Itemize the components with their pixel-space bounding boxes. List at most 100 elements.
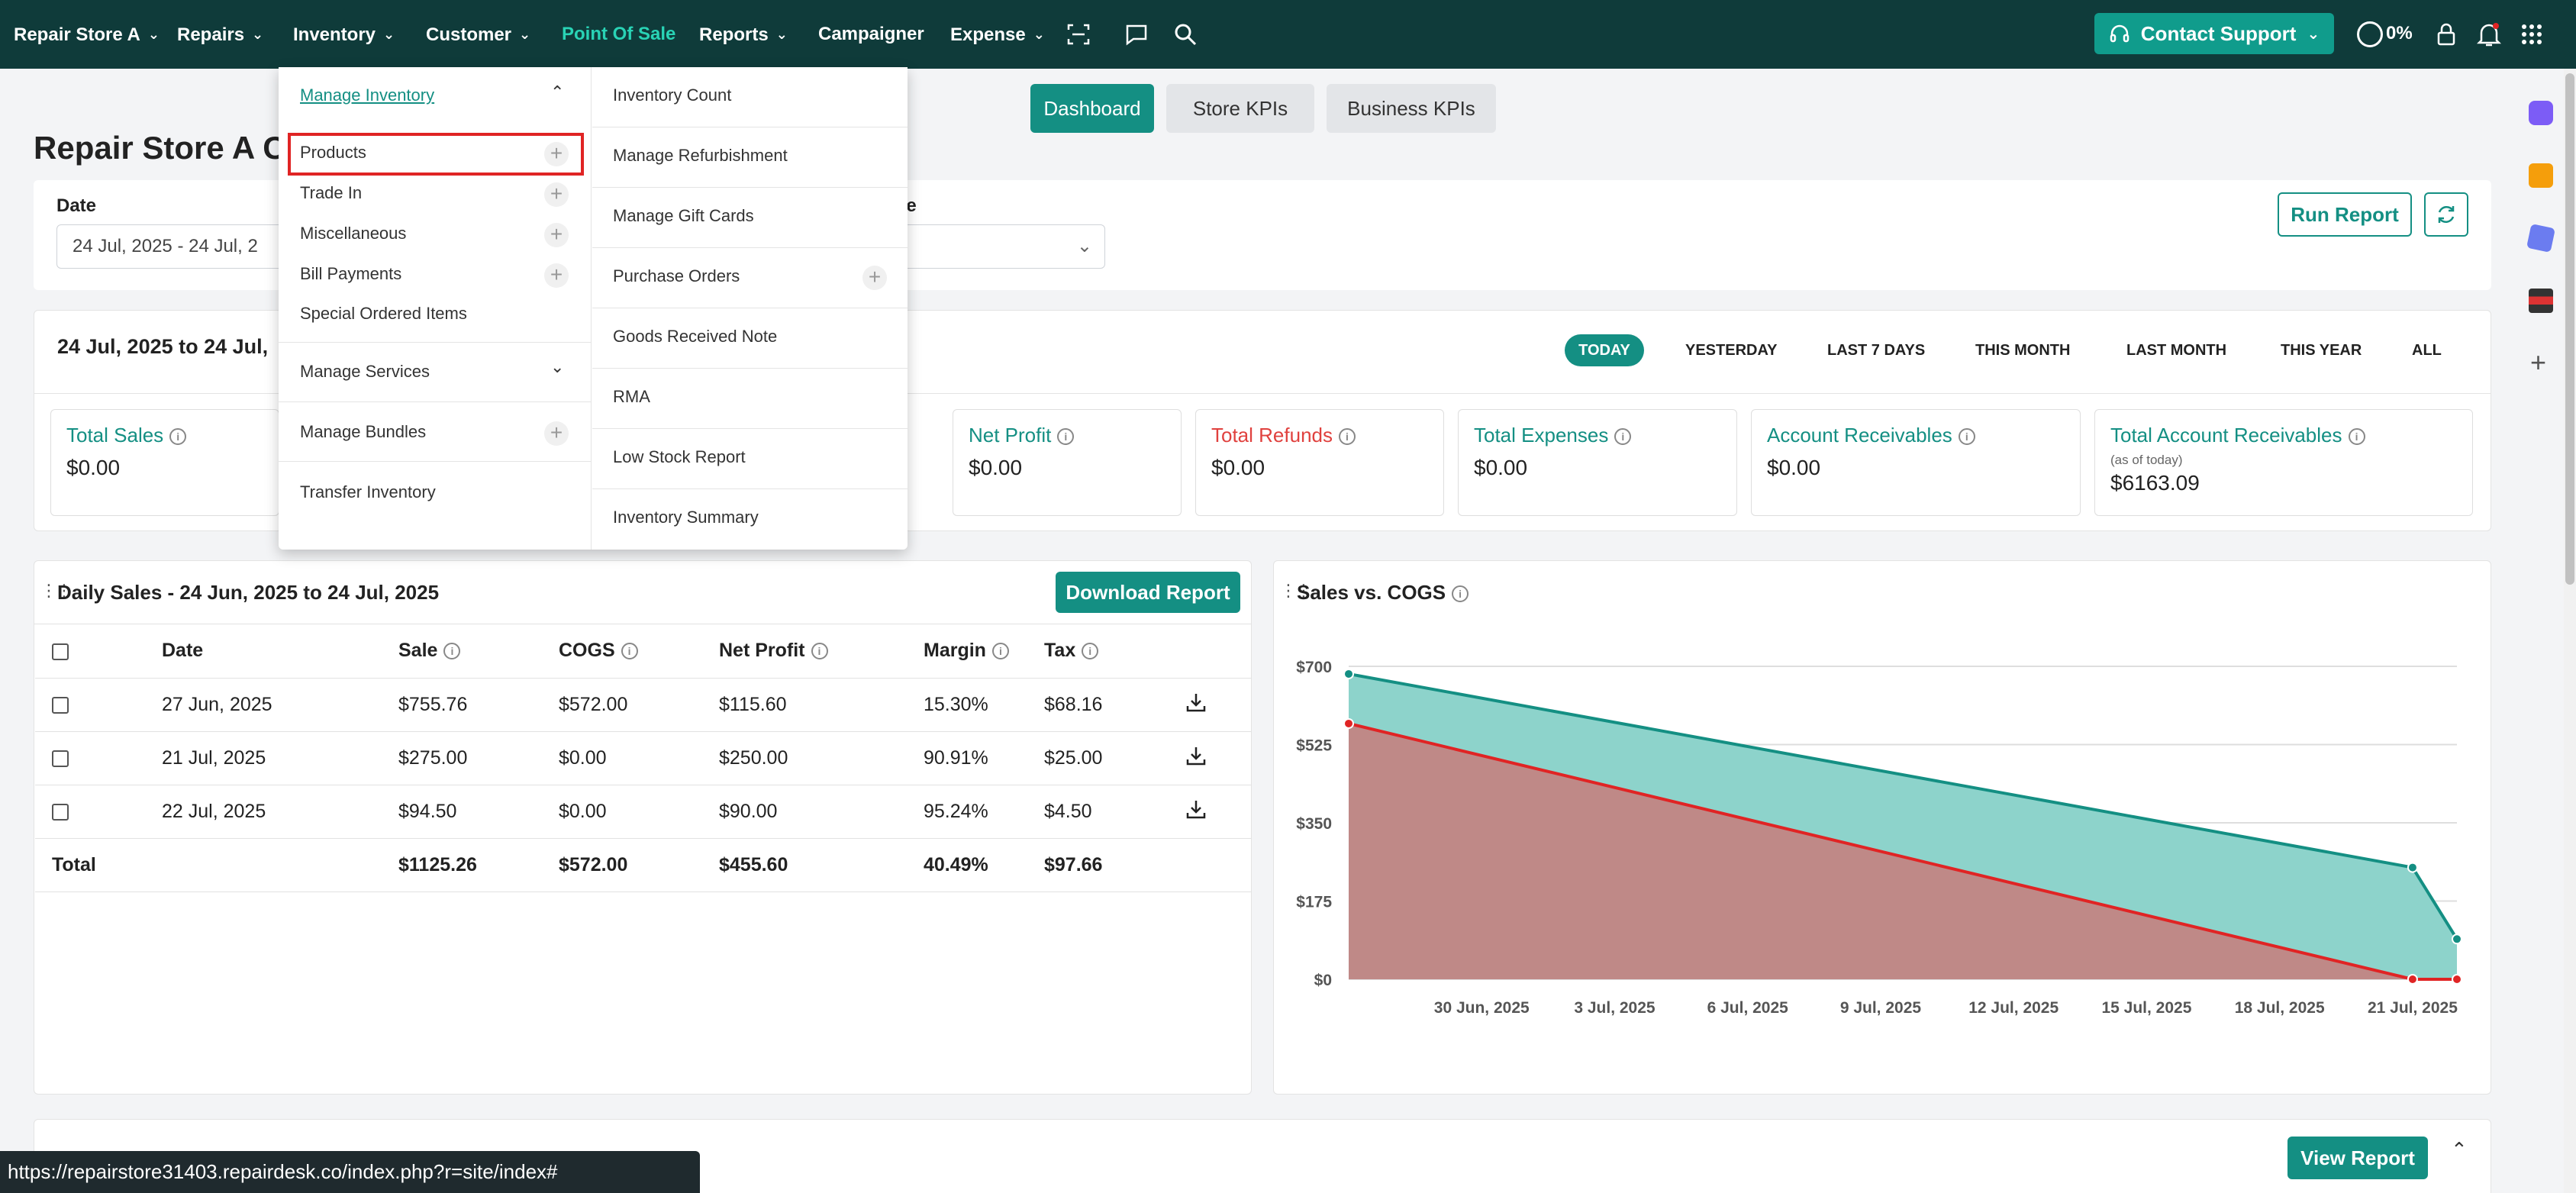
- row-checkbox[interactable]: [52, 750, 69, 767]
- lock-icon[interactable]: [2432, 20, 2461, 49]
- tab-store-kpis[interactable]: Store KPIs: [1166, 84, 1314, 133]
- add-purchase-order-icon[interactable]: +: [862, 266, 887, 290]
- add-miscellaneous-icon[interactable]: +: [544, 223, 569, 247]
- apps-grid-icon[interactable]: [2517, 20, 2546, 49]
- menu-manage-services[interactable]: Manage Services: [300, 362, 430, 381]
- nav-inventory[interactable]: Inventory ⌄: [293, 0, 395, 69]
- col-margin[interactable]: Margin i: [924, 624, 1044, 679]
- col-net-profit[interactable]: Net Profit i: [719, 624, 924, 679]
- info-icon[interactable]: i: [1958, 428, 1975, 445]
- chevron-up-icon[interactable]: ⌃: [550, 82, 565, 102]
- col-sale[interactable]: Sale i: [398, 624, 559, 679]
- col-date[interactable]: Date: [162, 624, 398, 679]
- menu-purchase-orders[interactable]: Purchase Orders: [613, 266, 740, 285]
- tab-dashboard[interactable]: Dashboard: [1030, 84, 1154, 133]
- menu-manage-refurbishment[interactable]: Manage Refurbishment: [613, 146, 788, 165]
- menu-goods-received-note[interactable]: Goods Received Note: [613, 327, 778, 346]
- info-icon[interactable]: i: [811, 643, 828, 660]
- menu-item-miscellaneous[interactable]: Miscellaneous: [300, 224, 407, 243]
- x-tick-label: 15 Jul, 2025: [2101, 999, 2191, 1017]
- search-icon[interactable]: [1171, 20, 1200, 49]
- page-title: Repair Store A C: [34, 130, 286, 166]
- range-last-7-days[interactable]: LAST 7 DAYS: [1827, 342, 1926, 359]
- y-tick-label: $525: [1296, 737, 1332, 755]
- range-this-month[interactable]: THIS MONTH: [1975, 342, 2071, 359]
- chart-title: Sales vs. COGS i: [1297, 581, 1469, 605]
- info-icon[interactable]: i: [2348, 428, 2365, 445]
- kpi-title: Net Profit i: [969, 424, 1075, 447]
- bell-icon[interactable]: [2474, 20, 2503, 49]
- scrollbar-thumb[interactable]: [2565, 73, 2574, 585]
- drag-handle-icon[interactable]: ⋮⋮: [1280, 581, 1312, 600]
- progress-ring-icon[interactable]: [2357, 21, 2383, 47]
- kpi-value: $6163.09: [2110, 471, 2200, 495]
- info-icon[interactable]: i: [169, 428, 187, 445]
- divider: [592, 428, 908, 429]
- chat-icon[interactable]: [1122, 20, 1151, 49]
- menu-item-trade-in[interactable]: Trade In: [300, 183, 363, 202]
- row-checkbox[interactable]: [52, 803, 69, 821]
- add-app-icon[interactable]: +: [2530, 347, 2547, 378]
- nav-repairs[interactable]: Repairs ⌄: [177, 0, 263, 69]
- nav-reports[interactable]: Reports ⌄: [699, 0, 788, 69]
- info-icon[interactable]: i: [1614, 428, 1632, 445]
- view-report-button[interactable]: View Report: [2287, 1137, 2428, 1179]
- add-trade-in-icon[interactable]: +: [544, 182, 569, 207]
- total-net-profit: $455.60: [719, 838, 924, 892]
- info-icon[interactable]: i: [1338, 428, 1356, 445]
- menu-transfer-inventory[interactable]: Transfer Inventory: [300, 482, 436, 501]
- nav-customer[interactable]: Customer ⌄: [426, 0, 530, 69]
- cell-tax: $25.00: [1044, 731, 1185, 785]
- range-today[interactable]: TODAY: [1565, 334, 1644, 366]
- menu-inventory-summary[interactable]: Inventory Summary: [613, 508, 759, 527]
- col-tax[interactable]: Tax i: [1044, 624, 1185, 679]
- nav-point-of-sale[interactable]: Point Of Sale: [562, 24, 676, 44]
- menu-inventory-count[interactable]: Inventory Count: [613, 85, 732, 105]
- download-icon[interactable]: [1185, 691, 1207, 714]
- select-all-checkbox[interactable]: [52, 643, 69, 660]
- info-icon[interactable]: i: [621, 643, 638, 660]
- barcode-scan-icon[interactable]: [1064, 20, 1093, 49]
- download-icon[interactable]: [1185, 798, 1207, 821]
- add-product-icon[interactable]: +: [544, 142, 569, 166]
- menu-low-stock-report[interactable]: Low Stock Report: [613, 447, 746, 466]
- menu-manage-gift-cards[interactable]: Manage Gift Cards: [613, 206, 754, 225]
- tab-business-kpis[interactable]: Business KPIs: [1327, 84, 1496, 133]
- range-this-year[interactable]: THIS YEAR: [2281, 342, 2362, 359]
- menu-item-bill-payments[interactable]: Bill Payments: [300, 264, 402, 283]
- contact-support-button[interactable]: Contact Support ⌄: [2094, 13, 2334, 54]
- range-last-month[interactable]: LAST MONTH: [2126, 342, 2227, 359]
- menu-rma[interactable]: RMA: [613, 387, 650, 406]
- nav-expense[interactable]: Expense ⌄: [950, 0, 1045, 69]
- store-selector[interactable]: Repair Store A ⌄: [14, 0, 160, 69]
- info-icon[interactable]: i: [1452, 585, 1469, 602]
- kpi-subtitle: (as of today): [2110, 453, 2183, 467]
- info-icon[interactable]: i: [1082, 643, 1099, 660]
- employee-select[interactable]: ⌄: [873, 224, 1105, 269]
- add-bundle-icon[interactable]: +: [544, 421, 569, 446]
- info-icon[interactable]: i: [1057, 428, 1075, 445]
- download-icon[interactable]: [1185, 744, 1207, 767]
- drag-handle-icon[interactable]: ⋮⋮: [40, 581, 73, 600]
- range-all[interactable]: ALL: [2412, 342, 2442, 359]
- menu-item-products[interactable]: Products: [300, 143, 366, 162]
- run-report-button[interactable]: Run Report: [2278, 192, 2412, 237]
- info-icon[interactable]: i: [991, 643, 1009, 660]
- chevron-down-icon[interactable]: ⌄: [550, 357, 565, 376]
- app-icon-blue[interactable]: [2526, 224, 2555, 253]
- col-cogs[interactable]: COGS i: [559, 624, 719, 679]
- menu-manage-inventory[interactable]: Manage Inventory: [300, 85, 435, 105]
- menu-manage-bundles[interactable]: Manage Bundles: [300, 422, 427, 441]
- menu-item-special-ordered-items[interactable]: Special Ordered Items: [300, 304, 467, 323]
- row-checkbox[interactable]: [52, 696, 69, 714]
- nav-campaigner[interactable]: Campaigner: [818, 24, 924, 44]
- chevron-up-icon[interactable]: ⌃: [2451, 1138, 2468, 1161]
- range-yesterday[interactable]: YESTERDAY: [1685, 342, 1778, 359]
- app-icon-purple[interactable]: [2529, 101, 2553, 125]
- download-report-button[interactable]: Download Report: [1056, 572, 1240, 613]
- refresh-button[interactable]: [2424, 192, 2468, 237]
- app-icon-orange[interactable]: [2529, 163, 2553, 188]
- info-icon[interactable]: i: [443, 643, 461, 660]
- add-bill-payment-icon[interactable]: +: [544, 263, 569, 288]
- app-icon-striped[interactable]: [2529, 289, 2553, 313]
